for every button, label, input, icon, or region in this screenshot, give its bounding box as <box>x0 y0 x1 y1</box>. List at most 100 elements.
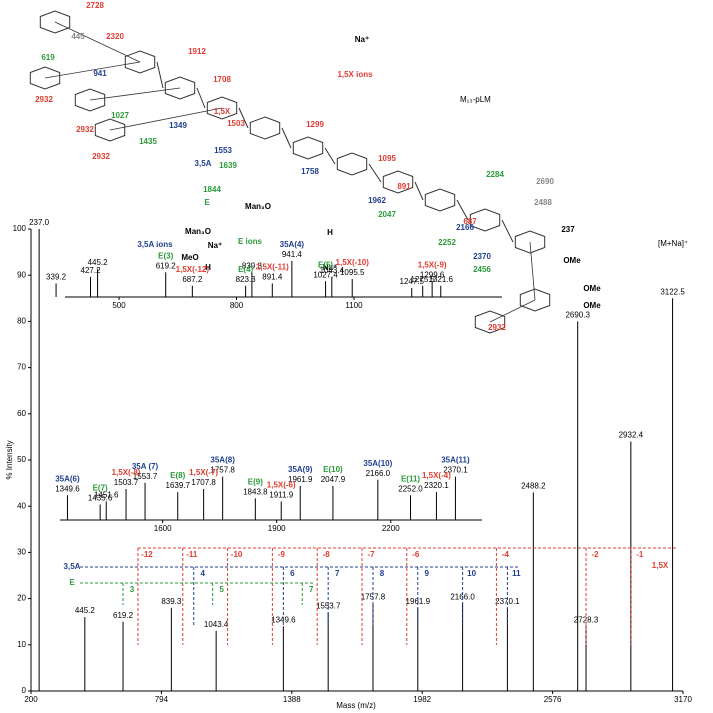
ladder-label: -1 <box>636 550 644 559</box>
structure-label: 2456 <box>473 265 491 274</box>
glycosidic-bond <box>109 107 223 131</box>
ladder-label: 8 <box>380 569 385 578</box>
structure-label: 1962 <box>368 196 386 205</box>
peak-label: 2166.0 <box>366 469 391 478</box>
peak-label: 823.3 <box>236 275 257 284</box>
ladder-name: 3,5A <box>64 562 81 571</box>
glycosidic-bond <box>238 107 249 129</box>
fragment-label: E(11) <box>401 474 420 483</box>
y-tick-label: 90 <box>17 270 26 279</box>
fragment-label: E(3) <box>158 251 173 260</box>
structure-label: 2932 <box>92 152 110 161</box>
peak-label: 687.2 <box>182 275 203 284</box>
sugar-ring <box>29 66 61 90</box>
peak-label: 1961.9 <box>406 597 431 606</box>
structure-label: 237 <box>561 225 575 234</box>
peak-label: 427.2 <box>81 266 102 275</box>
x-tick-label: 2576 <box>544 695 562 704</box>
x-tick-label: 1600 <box>154 524 172 533</box>
peak-label: 1707.8 <box>191 478 216 487</box>
structure-label: OMe <box>583 301 601 310</box>
y-tick-label: 0 <box>22 686 27 695</box>
structure-label: 619 <box>41 53 55 62</box>
chart-title: M₁₃-pLM <box>460 95 491 104</box>
peak-label: 2047.9 <box>321 475 346 484</box>
x-tick-label: 1982 <box>413 695 431 704</box>
peak-label: 2488.2 <box>521 481 546 490</box>
peak-label: 339.2 <box>46 273 67 282</box>
ladder-label: -4 <box>502 550 510 559</box>
sugar-ring <box>39 10 71 34</box>
structure-label: 2047 <box>378 210 396 219</box>
sugar-ring <box>74 88 106 112</box>
peak-label: 1275.5 <box>410 275 435 284</box>
x-tick-label: 1100 <box>345 301 363 310</box>
peak-label: 2166.0 <box>450 592 475 601</box>
structure-label: 1027 <box>111 111 129 120</box>
peak-label: 1757.8 <box>210 466 235 475</box>
peak-label: 2370.1 <box>443 466 468 475</box>
fragment-label: 35A (7) <box>132 462 159 471</box>
fragment-label: 1,5X(-11) <box>256 263 289 272</box>
structure-label: Na⁺ <box>208 241 222 250</box>
structure-label: 941 <box>93 69 107 78</box>
fragment-label: E(4) <box>238 265 253 274</box>
ladder-label: 5 <box>219 585 224 594</box>
x-tick-label: 500 <box>112 301 126 310</box>
y-tick-label: 60 <box>17 409 26 418</box>
structure-label: 1553 <box>214 146 232 155</box>
structure-label: 1299 <box>306 120 324 129</box>
ladder-label: -8 <box>323 550 331 559</box>
peak-label: 1043.4 <box>204 620 229 629</box>
x-tick-label: 2200 <box>382 524 400 533</box>
x-tick-label: 800 <box>230 301 244 310</box>
peak-label: 1503.7 <box>114 478 139 487</box>
peak-label: 1043.4 <box>320 266 345 275</box>
structure-label: 2932 <box>76 125 94 134</box>
ladder-label: 11 <box>512 569 521 578</box>
fragment-label: 35A(9) <box>288 465 313 474</box>
fragment-label: 1,5X(-7) <box>189 468 218 477</box>
structure-label: 1,5X <box>214 107 231 116</box>
fragment-label: 1,5X(-12) <box>176 265 210 274</box>
peak-label: 1451.6 <box>94 491 119 500</box>
fragment-label: 35A(6) <box>55 474 80 483</box>
peak-label: 2320.1 <box>424 481 449 490</box>
glycosidic-bond <box>54 21 141 63</box>
fragment-label: 1,5X(-4) <box>422 471 451 480</box>
fragment-label: E(7) <box>93 484 108 493</box>
structure-label: 445 <box>71 32 85 41</box>
peak-label: 3122.5 <box>660 287 685 296</box>
sugar-ring <box>249 116 281 140</box>
sugar-ring <box>424 188 456 212</box>
fragment-label: 1,5X(-8) <box>112 468 141 477</box>
structure-label: 1844 <box>203 185 221 194</box>
structure-label: 3,5A <box>195 159 212 168</box>
structure-label: MeO <box>181 253 198 262</box>
y-axis-label: % Intensity <box>5 440 14 479</box>
structure-label: 2932 <box>35 95 53 104</box>
x-tick-label: 1900 <box>268 524 286 533</box>
peak-label: 619.2 <box>156 261 177 270</box>
ladder-label: 10 <box>467 569 476 578</box>
glycosidic-bond <box>324 147 336 165</box>
y-tick-label: 50 <box>17 455 26 464</box>
peak-label: 237.0 <box>29 218 50 227</box>
structure-label: 891 <box>397 182 411 191</box>
structure-label: H <box>205 263 211 272</box>
structure-label: H <box>327 228 333 237</box>
sugar-ring <box>336 152 368 176</box>
structure-label: 1349 <box>169 121 187 130</box>
peak-label: 1553.7 <box>316 602 341 611</box>
y-tick-label: 70 <box>17 363 26 372</box>
glycosidic-bond <box>501 219 514 243</box>
sugar-ring <box>519 288 551 312</box>
glycosidic-bond <box>489 299 536 323</box>
glycosidic-bond <box>529 241 536 301</box>
ladder-label: -10 <box>231 550 243 559</box>
fragment-label: 1,5X(-9) <box>418 260 447 269</box>
structure-label: OMe <box>563 256 581 265</box>
x-tick-label: 794 <box>155 695 169 704</box>
peak-label: 1757.8 <box>361 592 386 601</box>
